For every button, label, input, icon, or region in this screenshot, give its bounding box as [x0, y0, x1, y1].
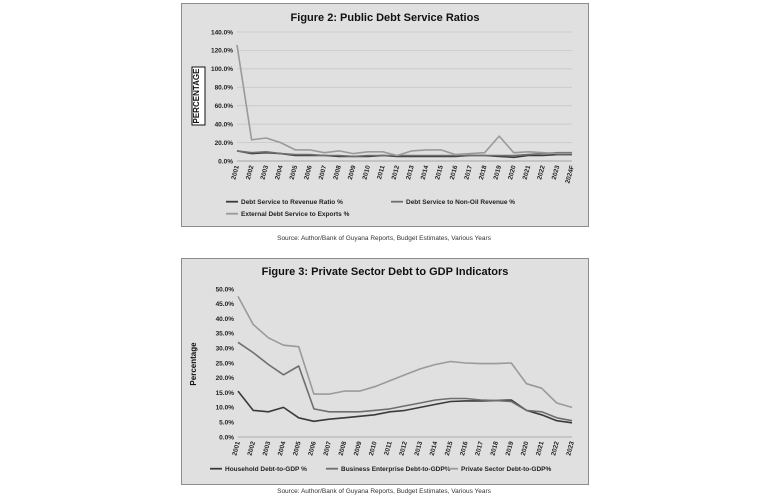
x-tick-label: 2013 [405, 164, 416, 180]
x-tick-label: 2012 [391, 164, 402, 180]
chart-source-figure-2: Source: Author/Bank of Guyana Reports, B… [277, 235, 491, 242]
x-tick-label: 2020 [520, 440, 531, 456]
x-tick-label: 2016 [449, 164, 460, 180]
chart-figure-2-svg: Figure 2: Public Debt Service Ratios 0.0%… [191, 12, 576, 218]
series-line-2 [237, 341, 573, 422]
x-tick-label: 2023 [565, 440, 576, 456]
x-tick-label: 2024F [564, 165, 576, 185]
y-tick-label: 15.0% [216, 390, 235, 397]
x-tick-label: 2012 [398, 440, 409, 456]
x-tick-label: 2004 [274, 164, 285, 180]
legend-label: Business Enterprise Debt-to-GDP% [341, 466, 451, 473]
x-tick-label: 2017 [463, 164, 474, 180]
x-tick-label: 2005 [292, 440, 303, 456]
x-tick-label: 2001 [230, 164, 241, 180]
y-tick-label: 30.0% [216, 346, 235, 353]
x-tick-label: 2004 [277, 440, 288, 456]
x-tick-label: 2021 [522, 164, 533, 180]
x-tick-label: 2002 [245, 164, 256, 180]
y-tick-label: 80.0% [215, 85, 234, 92]
y-tick-label: 50.0% [216, 286, 235, 293]
chart-title: Figure 2: Public Debt Service Ratios [291, 12, 480, 24]
x-tick-label: 2011 [383, 440, 394, 456]
y-tick-label: 60.0% [215, 103, 234, 110]
x-tick-label: 2010 [362, 164, 373, 180]
x-tick-label: 2023 [551, 164, 562, 180]
legend-label: Private Sector Debt-to-GDP% [461, 466, 552, 473]
series-line-1 [237, 390, 573, 424]
y-tick-label: 25.0% [216, 360, 235, 367]
x-tick-label: 2018 [490, 440, 501, 456]
y-tick-label: 45.0% [216, 301, 235, 308]
x-tick-label: 2006 [303, 164, 314, 180]
x-tick-label: 2005 [289, 164, 300, 180]
chart-figure-3-svg: Figure 3: Private Sector Debt to GDP Ind… [189, 266, 576, 473]
series-line-3 [236, 44, 572, 157]
x-tick-label: 2009 [347, 164, 358, 180]
series-line-3 [237, 296, 573, 409]
chart-panel-figure-2: Figure 2: Public Debt Service Ratios 0.0%… [181, 3, 589, 227]
y-tick-label: 20.0% [216, 375, 235, 382]
x-tick-label: 2017 [474, 440, 485, 456]
y-tick-label: 0.0% [218, 158, 233, 165]
x-tick-label: 2022 [550, 440, 561, 456]
y-tick-label: 40.0% [216, 316, 235, 323]
y-tick-label: 100.0% [211, 66, 233, 73]
chart-title: Figure 3: Private Sector Debt to GDP Ind… [262, 266, 509, 278]
x-tick-label: 2006 [307, 440, 318, 456]
x-tick-label: 2001 [231, 440, 242, 456]
chart-source-figure-3: Source: Author/Bank of Guyana Reports, B… [277, 488, 491, 495]
x-tick-label: 2002 [247, 440, 258, 456]
x-tick-label: 2020 [507, 164, 518, 180]
x-tick-label: 2003 [260, 164, 271, 180]
x-tick-label: 2016 [459, 440, 470, 456]
legend-label: Debt Service to Non-Oil Revenue % [406, 199, 515, 206]
x-tick-label: 2022 [536, 164, 547, 180]
x-tick-label: 2015 [434, 164, 445, 180]
x-tick-label: 2003 [262, 440, 273, 456]
x-tick-label: 2007 [323, 440, 334, 456]
y-tick-label: 120.0% [211, 48, 233, 55]
y-tick-label: 140.0% [211, 29, 233, 36]
legend-label: Household Debt-to-GDP % [225, 466, 307, 473]
x-tick-label: 2013 [414, 440, 425, 456]
chart-panel-figure-3: Figure 3: Private Sector Debt to GDP Ind… [181, 258, 589, 485]
x-tick-label: 2015 [444, 440, 455, 456]
y-tick-label: 10.0% [216, 405, 235, 412]
x-tick-label: 2014 [429, 440, 440, 456]
y-axis-label: PERCENTAGE [192, 68, 201, 124]
x-tick-label: 2019 [505, 440, 516, 456]
y-tick-label: 40.0% [215, 121, 234, 128]
y-tick-label: 0.0% [219, 434, 234, 441]
legend-label: External Debt Service to Exports % [241, 211, 350, 218]
y-tick-label: 5.0% [219, 420, 234, 427]
series-line-2 [236, 150, 572, 158]
y-axis-label: Percentage [189, 342, 198, 386]
y-tick-label: 35.0% [216, 331, 235, 338]
x-tick-label: 2018 [478, 164, 489, 180]
x-tick-label: 2008 [332, 164, 343, 180]
x-tick-label: 2008 [338, 440, 349, 456]
y-tick-label: 20.0% [215, 140, 234, 147]
x-tick-label: 2014 [420, 164, 431, 180]
x-tick-label: 2007 [318, 164, 329, 180]
x-tick-label: 2011 [376, 164, 387, 180]
y-axis-label-box [191, 66, 206, 126]
x-tick-label: 2021 [535, 440, 546, 456]
x-tick-label: 2019 [493, 164, 504, 180]
legend-label: Debt Service to Revenue Ratio % [241, 199, 343, 206]
x-tick-label: 2010 [368, 440, 379, 456]
x-tick-label: 2009 [353, 440, 364, 456]
